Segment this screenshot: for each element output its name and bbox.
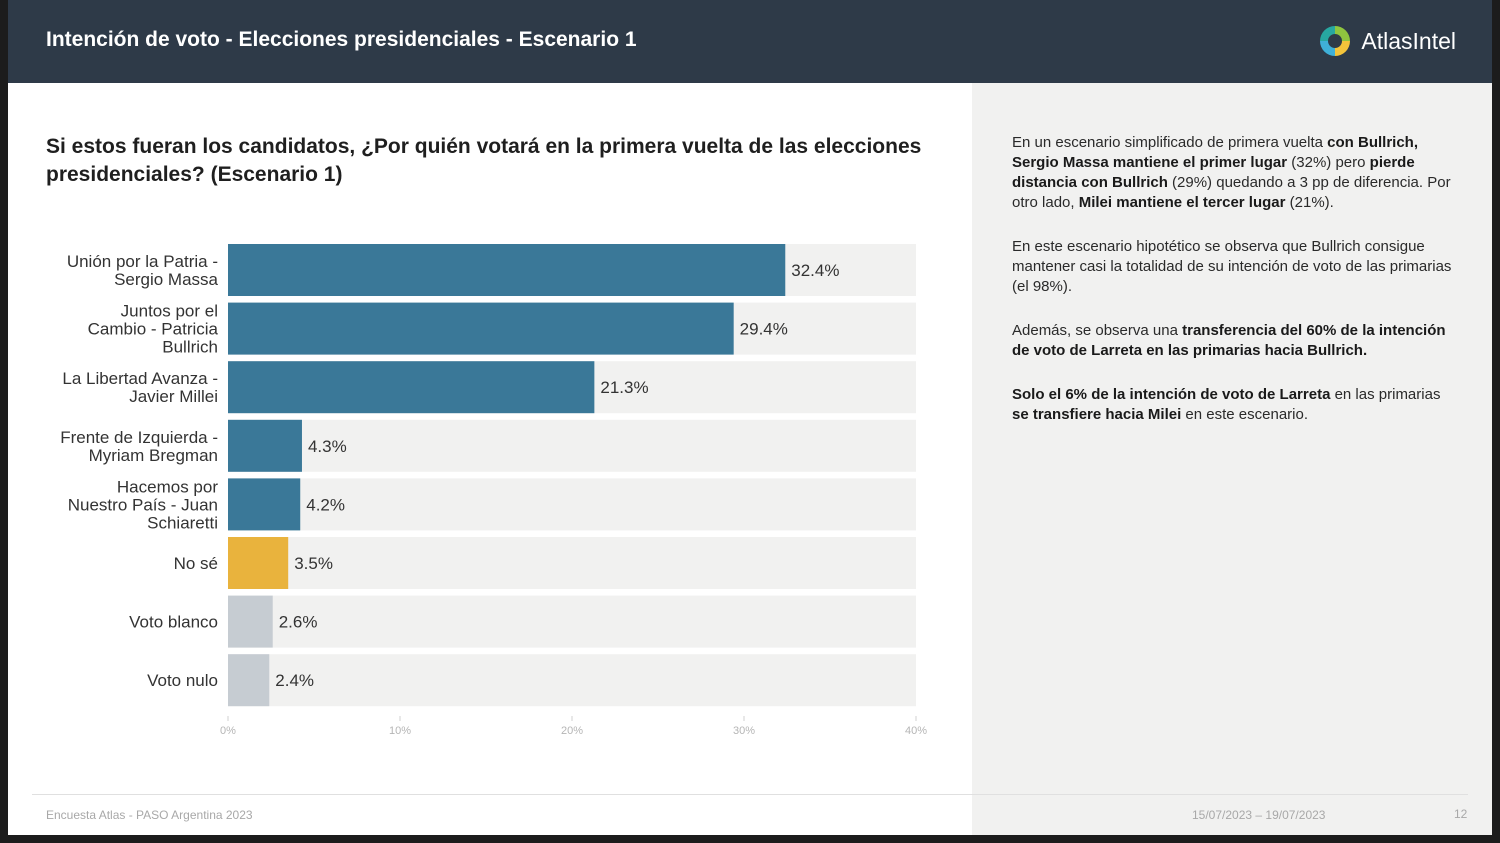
- bar-track: [228, 595, 916, 648]
- summary-paragraph: Solo el 6% de la intención de voto de La…: [1012, 386, 1441, 423]
- x-tick-label: 10%: [389, 725, 411, 737]
- bar-value-label: 32.4%: [791, 261, 839, 280]
- category-label: Voto blanco: [129, 613, 218, 632]
- atlasintel-logo: AtlasIntel: [1317, 22, 1456, 60]
- bar-value-label: 2.4%: [275, 671, 314, 690]
- logo-text: AtlasIntel: [1361, 27, 1456, 54]
- summary-paragraph: En un escenario simplificado de primera …: [1012, 134, 1451, 211]
- bar: [228, 654, 270, 707]
- category-label: Unión por la Patria -Sergio Massa: [67, 252, 219, 289]
- atlas-logo-icon: [1320, 26, 1351, 56]
- bar: [228, 302, 734, 355]
- footer-date-range: 15/07/2023 – 19/07/2023: [1192, 808, 1326, 822]
- bar-chart: 32.4% Unión por la Patria -Sergio Massa 29…: [60, 244, 927, 737]
- slide: Intención de voto - Elecciones presidenc…: [8, 0, 1492, 835]
- x-tick-label: 20%: [561, 725, 583, 737]
- footer-divider: [32, 794, 1468, 795]
- summary-panel: [972, 83, 1492, 835]
- bar: [228, 419, 302, 472]
- bar: [228, 244, 786, 296]
- footer-source: Encuesta Atlas - PASO Argentina 2023: [46, 808, 253, 822]
- page-number: 12: [1454, 807, 1468, 821]
- category-label: Juntos por el Cambio - Patricia Bullrich: [88, 302, 219, 357]
- bar-track: [228, 537, 916, 589]
- bar-track: [228, 478, 916, 531]
- chart-question: Si estos fueran los candidatos, ¿Por qui…: [46, 135, 922, 186]
- bar: [228, 361, 595, 414]
- bar: [228, 537, 289, 589]
- bar-value-label: 4.3%: [308, 437, 347, 456]
- x-tick-label: 40%: [905, 725, 927, 737]
- category-label: Frente de Izquierda -Myriam Bregman: [60, 428, 218, 465]
- bar: [228, 595, 273, 648]
- bar-track: [228, 419, 916, 472]
- bar-value-label: 21.3%: [600, 378, 648, 397]
- bar: [228, 478, 301, 531]
- bar-value-label: 4.2%: [306, 495, 345, 514]
- category-label: Hacemos por Nuestro País - Juan Schiaretti: [68, 477, 219, 532]
- category-label: No sé: [174, 554, 218, 573]
- header-bar: Intención de voto - Elecciones presidenc…: [8, 0, 1492, 83]
- bar-value-label: 2.6%: [279, 613, 318, 632]
- page-title: Intención de voto - Elecciones presidenc…: [46, 28, 637, 51]
- summary-paragraph: En este escenario hipotético se observa …: [1012, 238, 1452, 295]
- x-tick-label: 0%: [220, 725, 236, 737]
- x-tick-label: 30%: [733, 725, 755, 737]
- bar-track: [228, 654, 916, 707]
- category-label: Voto nulo: [147, 671, 218, 690]
- bar-value-label: 29.4%: [740, 320, 788, 339]
- bar-value-label: 3.5%: [294, 554, 333, 573]
- summary-paragraph: Además, se observa una transferencia del…: [1012, 322, 1446, 359]
- category-label: La Libertad Avanza -Javier Millei: [62, 369, 218, 406]
